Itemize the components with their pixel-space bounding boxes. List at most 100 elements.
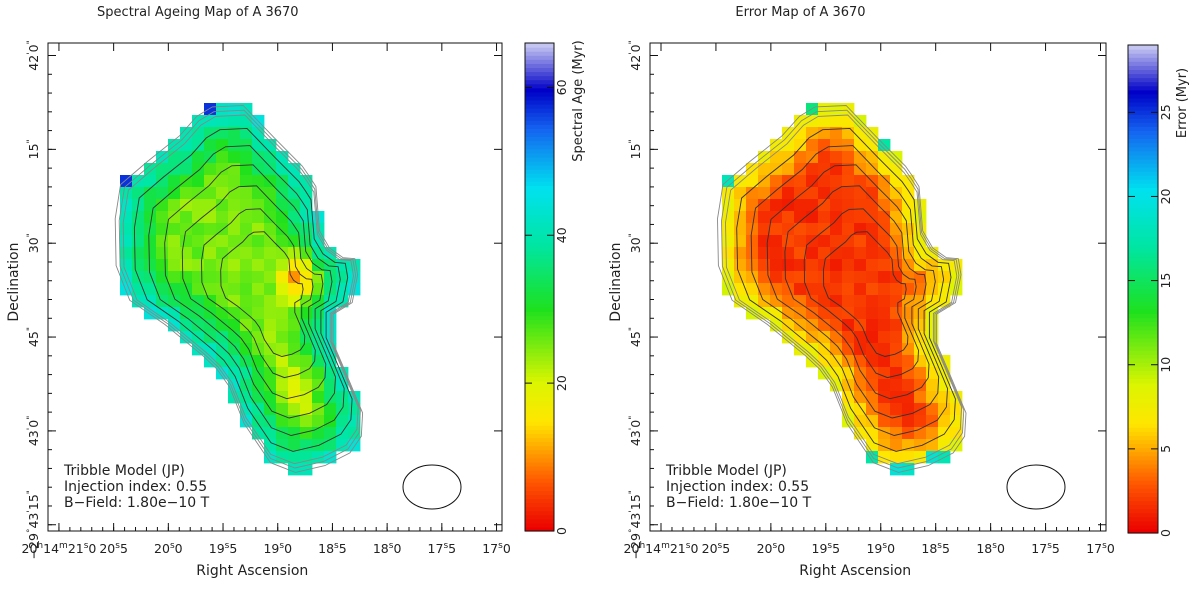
heatmap-pixel xyxy=(926,439,939,452)
heatmap-pixel xyxy=(336,415,349,428)
heatmap-pixel xyxy=(926,271,939,284)
heatmap-pixel xyxy=(288,355,301,368)
colorbar-segment xyxy=(525,274,554,280)
heatmap-pixel xyxy=(794,259,807,272)
heatmap-pixel xyxy=(192,319,205,332)
heatmap-pixel xyxy=(276,379,289,392)
heatmap-pixel xyxy=(902,223,915,236)
colorbar-segment xyxy=(1128,528,1158,534)
heatmap-pixel xyxy=(878,247,891,260)
colorbar-segment xyxy=(525,514,554,520)
heatmap-pixel xyxy=(204,139,217,152)
colorbar-segment xyxy=(525,303,554,308)
x-tick-label: 17s0 xyxy=(1086,541,1115,556)
colorbar-segment xyxy=(1128,394,1158,400)
annotation-line: Injection index: 0.55 xyxy=(64,479,207,495)
heatmap-pixel xyxy=(734,235,747,248)
heatmap-pixel xyxy=(276,367,289,380)
colorbar-segment xyxy=(1128,427,1158,432)
colorbar-segment xyxy=(1128,520,1158,526)
heatmap-pixel xyxy=(228,103,241,116)
colorbar-segment xyxy=(525,388,554,394)
heatmap-pixel xyxy=(156,259,169,272)
colorbar-segment xyxy=(1128,158,1158,164)
colorbar-segment xyxy=(525,429,554,434)
heatmap-pixel xyxy=(914,283,927,296)
heatmap-pixel xyxy=(878,223,891,236)
heatmap-pixel xyxy=(902,295,915,308)
heatmap-pixel xyxy=(168,295,181,308)
heatmap-pixel xyxy=(264,331,277,344)
heatmap-pixel xyxy=(228,223,241,236)
heatmap-pixel xyxy=(180,271,193,284)
heatmap-pixel xyxy=(878,415,891,428)
heatmap-pixel xyxy=(866,259,879,272)
colorbar-segment xyxy=(525,59,554,64)
heatmap-pixel xyxy=(758,283,771,296)
heatmap-pixel xyxy=(770,295,783,308)
colorbar-segment xyxy=(1128,337,1158,343)
contour-line xyxy=(220,231,306,357)
heatmap-pixels xyxy=(722,103,963,476)
heatmap-pixel xyxy=(818,103,831,116)
heatmap-pixel xyxy=(240,271,253,284)
colorbar-segment xyxy=(525,494,554,500)
colorbar-segment xyxy=(525,413,554,418)
heatmap-pixel xyxy=(276,175,289,188)
colorbar-segment xyxy=(525,108,554,113)
heatmap-pixel xyxy=(890,331,903,344)
heatmap-pixel xyxy=(228,271,241,284)
heatmap-pixel xyxy=(818,319,831,332)
heatmap-pixel xyxy=(168,175,181,188)
heatmap-pixel xyxy=(806,175,819,188)
heatmap-pixel xyxy=(240,295,253,308)
heatmap-pixel xyxy=(132,187,145,200)
colorbar-segment xyxy=(525,144,554,150)
heatmap-pixel xyxy=(854,223,867,236)
contour-line xyxy=(118,109,361,469)
heatmap-pixel xyxy=(252,199,265,212)
heatmap-pixel xyxy=(276,415,289,428)
heatmap-pixel xyxy=(276,343,289,356)
heatmap-pixel xyxy=(216,331,229,344)
heatmap-pixel xyxy=(300,247,313,260)
heatmap-pixel xyxy=(722,223,735,236)
colorbar-segment xyxy=(525,380,554,386)
heatmap-pixel xyxy=(240,235,253,248)
heatmap-pixel xyxy=(288,175,301,188)
colorbar-segment xyxy=(1128,411,1158,416)
heatmap-pixel xyxy=(854,259,867,272)
heatmap-pixel xyxy=(854,319,867,332)
contour-line xyxy=(717,105,967,473)
heatmap-pixel xyxy=(842,247,855,260)
heatmap-pixel xyxy=(794,187,807,200)
colorbar-segment xyxy=(525,152,554,158)
y-tick-label: −29°43'15" xyxy=(26,490,41,559)
heatmap-pixel xyxy=(324,403,337,416)
heatmap-pixel xyxy=(770,283,783,296)
heatmap-pixel xyxy=(902,271,915,284)
heatmap-pixel xyxy=(818,175,831,188)
heatmap-pixel xyxy=(252,175,265,188)
heatmap-pixel xyxy=(228,127,241,140)
heatmap-pixel xyxy=(830,307,843,320)
contour-line xyxy=(725,114,963,465)
colorbar-segment xyxy=(1128,488,1158,493)
heatmap-pixel xyxy=(866,223,879,236)
heatmap-pixel xyxy=(252,187,265,200)
heatmap-pixel xyxy=(878,163,891,176)
heatmap-pixel xyxy=(216,235,229,248)
heatmap-pixel xyxy=(854,403,867,416)
colorbar-segment xyxy=(525,43,554,48)
heatmap-pixel xyxy=(842,235,855,248)
heatmap-pixel xyxy=(890,307,903,320)
colorbar-segment xyxy=(1128,106,1158,111)
heatmap-pixel xyxy=(216,319,229,332)
heatmap-pixel xyxy=(288,403,301,416)
heatmap-pixel xyxy=(324,355,337,368)
y-axis-label: Declination xyxy=(6,243,22,322)
heatmap-pixel xyxy=(890,367,903,380)
colorbar-segment xyxy=(525,356,554,361)
heatmap-pixel xyxy=(276,187,289,200)
colorbar-segment xyxy=(1128,101,1158,107)
